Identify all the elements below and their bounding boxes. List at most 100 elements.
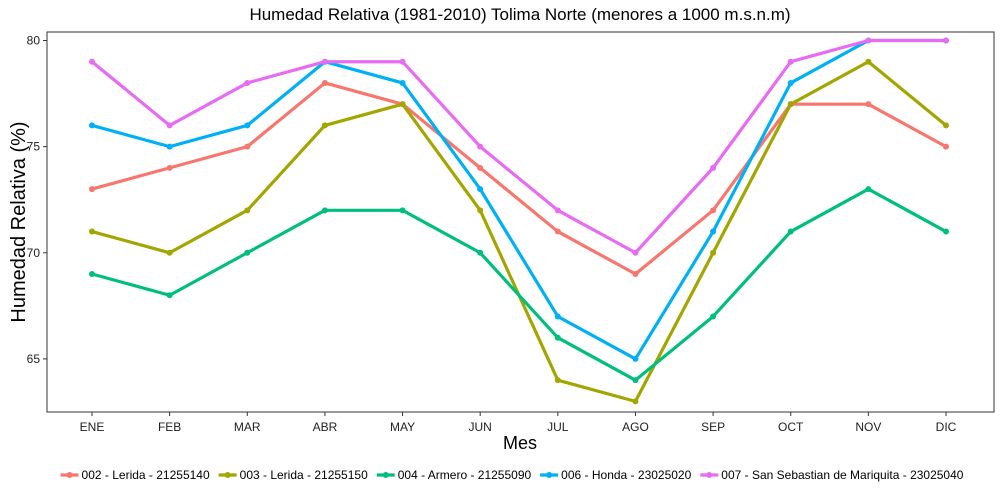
data-point xyxy=(244,79,251,86)
legend-key-point xyxy=(706,472,713,478)
data-point xyxy=(89,228,95,235)
data-point xyxy=(89,186,95,193)
y-axis-title: Humedad Relativa (%) xyxy=(8,121,30,322)
data-point xyxy=(554,228,561,235)
data-point xyxy=(554,334,561,341)
data-point xyxy=(399,207,406,214)
series-lines xyxy=(90,38,948,403)
data-point xyxy=(244,122,251,129)
data-point xyxy=(787,79,794,86)
legend-label: 006 - Honda - 23025020 xyxy=(561,468,691,482)
data-point xyxy=(477,164,484,171)
series-line-4 xyxy=(90,38,948,361)
data-point xyxy=(89,271,95,278)
data-point xyxy=(321,79,328,86)
x-tick-label: MAR xyxy=(234,420,261,434)
data-point xyxy=(787,228,794,235)
legend-item: 003 - Lerida - 21255150 xyxy=(218,468,368,482)
data-point xyxy=(89,122,95,129)
legend-key-point xyxy=(224,472,231,478)
data-point xyxy=(710,164,717,171)
legend-key-point xyxy=(546,472,553,478)
data-point xyxy=(244,207,251,214)
data-point xyxy=(399,58,406,65)
data-point xyxy=(710,313,717,320)
legend-label: 007 - San Sebastian de Mariquita - 23025… xyxy=(721,468,963,482)
data-point xyxy=(787,101,794,108)
data-point xyxy=(632,271,639,278)
data-point xyxy=(166,164,173,171)
data-point xyxy=(865,37,872,44)
x-tick-label: DIC xyxy=(936,420,957,434)
data-point xyxy=(166,292,173,299)
data-point xyxy=(166,249,173,256)
data-point xyxy=(632,398,639,405)
legend-item: 002 - Lerida - 21255140 xyxy=(60,468,210,482)
legend-item: 006 - Honda - 23025020 xyxy=(540,468,692,482)
x-tick-label: FEB xyxy=(158,420,181,434)
legend-label: 002 - Lerida - 21255140 xyxy=(82,468,210,482)
data-point xyxy=(244,249,251,256)
x-tick-label: MAY xyxy=(390,420,415,434)
x-axis: ENE FEB MAR ABR MAY JUN JUL AGO SEP OCT NOV DIC xyxy=(80,412,957,434)
data-point xyxy=(166,143,173,150)
y-tick-label: 80 xyxy=(27,33,41,47)
legend-item: 004 - Armero - 21255090 xyxy=(376,468,532,482)
x-tick-label: OCT xyxy=(778,420,804,434)
data-point xyxy=(632,355,639,362)
x-tick-label: AGO xyxy=(622,420,649,434)
data-point xyxy=(787,58,794,65)
data-point xyxy=(943,37,949,44)
y-axis: 65 70 75 80 xyxy=(27,33,47,366)
series-line-3 xyxy=(90,187,948,382)
x-tick-label: JUN xyxy=(469,420,492,434)
x-tick-label: JUL xyxy=(547,420,569,434)
legend-label: 004 - Armero - 21255090 xyxy=(398,468,532,482)
chart-title: Humedad Relativa (1981-2010) Tolima Nort… xyxy=(249,5,790,24)
data-point xyxy=(710,207,717,214)
plot-panel xyxy=(46,31,995,413)
data-point xyxy=(632,249,639,256)
data-point xyxy=(321,122,328,129)
x-tick-label: ABR xyxy=(313,420,338,434)
data-point xyxy=(554,377,561,384)
y-tick-label: 70 xyxy=(27,246,41,260)
x-tick-label: NOV xyxy=(855,420,881,434)
data-point xyxy=(943,122,949,129)
legend-item: 007 - San Sebastian de Mariquita - 23025… xyxy=(700,468,964,482)
data-point xyxy=(477,143,484,150)
data-point xyxy=(710,228,717,235)
legend: 002 - Lerida - 21255140 003 - Lerida - 21… xyxy=(60,468,964,482)
legend-key-point xyxy=(382,472,389,478)
y-tick-label: 65 xyxy=(27,352,41,366)
data-point xyxy=(244,143,251,150)
x-axis-title: Mes xyxy=(503,433,537,453)
data-point xyxy=(710,249,717,256)
data-point xyxy=(321,58,328,65)
data-point xyxy=(399,101,406,108)
data-point xyxy=(477,207,484,214)
data-point xyxy=(865,186,872,193)
x-tick-label: ENE xyxy=(80,420,105,434)
data-point xyxy=(554,313,561,320)
data-point xyxy=(943,228,949,235)
data-point xyxy=(89,58,95,65)
data-point xyxy=(399,79,406,86)
data-point xyxy=(943,143,949,150)
legend-label: 003 - Lerida - 21255150 xyxy=(240,468,368,482)
y-tick-label: 75 xyxy=(27,140,41,154)
data-point xyxy=(477,186,484,193)
data-point xyxy=(865,58,872,65)
series-points xyxy=(89,37,949,405)
data-point xyxy=(477,249,484,256)
data-point xyxy=(865,101,872,108)
series-line-5 xyxy=(90,38,948,255)
series-line-1 xyxy=(90,81,948,276)
legend-key-point xyxy=(66,472,73,478)
x-tick-label: SEP xyxy=(701,420,725,434)
data-point xyxy=(632,377,639,384)
data-point xyxy=(321,207,328,214)
data-point xyxy=(166,122,173,129)
data-point xyxy=(554,207,561,214)
